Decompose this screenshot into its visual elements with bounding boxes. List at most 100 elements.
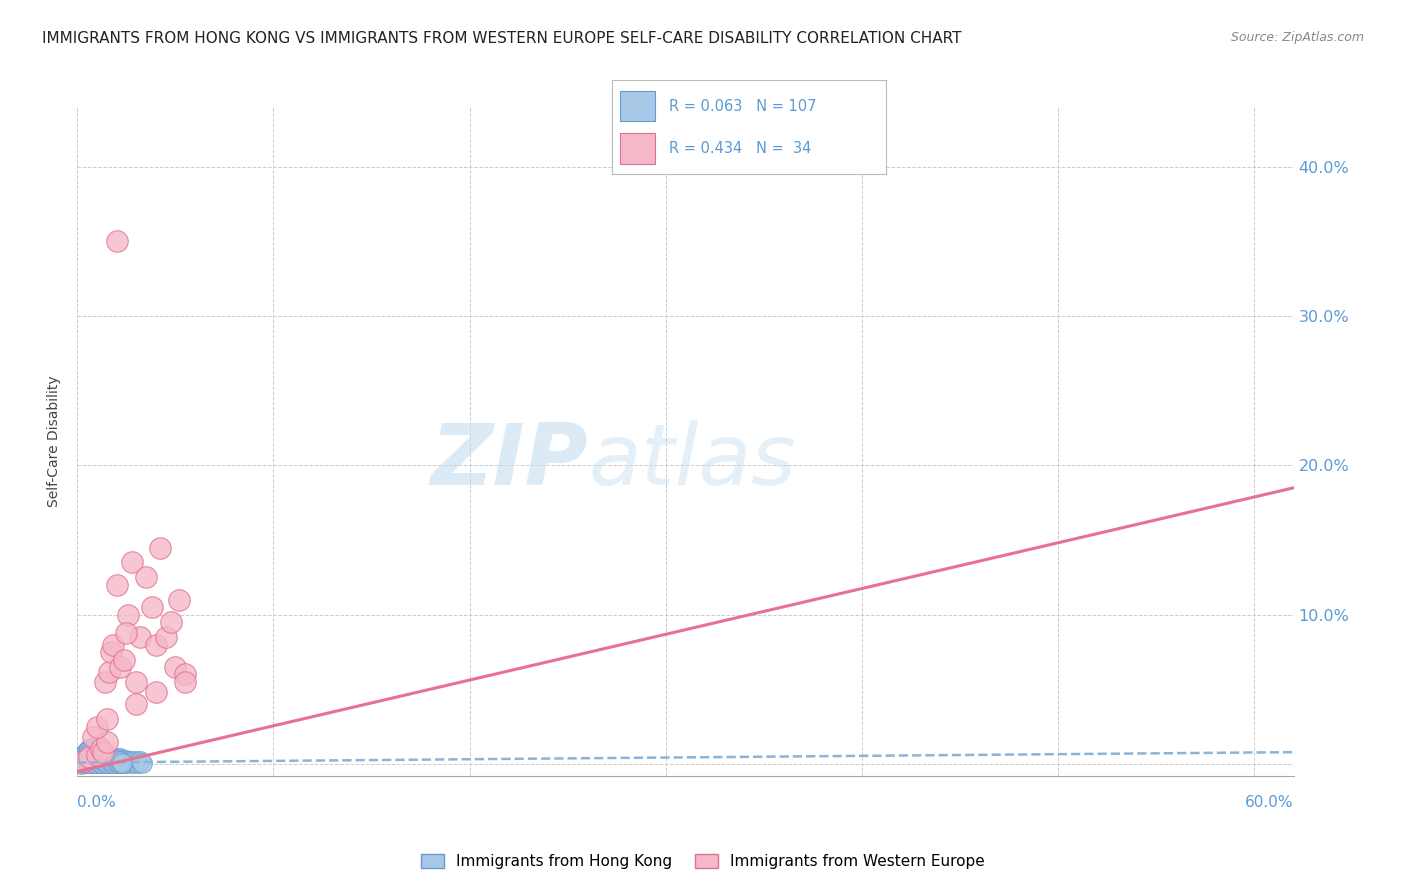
Point xyxy=(96,749,118,764)
Point xyxy=(169,592,191,607)
Point xyxy=(129,630,152,644)
Point xyxy=(77,751,100,765)
Point xyxy=(94,748,117,763)
Point xyxy=(115,753,138,767)
Text: R = 0.434   N =  34: R = 0.434 N = 34 xyxy=(669,141,811,156)
Point xyxy=(84,756,107,770)
Point xyxy=(75,753,97,767)
Point xyxy=(122,756,145,770)
Point xyxy=(80,756,103,770)
Point xyxy=(94,751,117,765)
Point xyxy=(105,235,128,249)
Bar xyxy=(620,133,655,163)
Point xyxy=(90,748,112,763)
Point xyxy=(70,757,93,772)
Point xyxy=(70,749,93,764)
Point xyxy=(160,615,183,630)
Text: 60.0%: 60.0% xyxy=(1246,796,1294,810)
Point xyxy=(91,749,114,764)
Text: 0.0%: 0.0% xyxy=(77,796,117,810)
Point xyxy=(76,753,98,767)
Point xyxy=(91,754,114,768)
Point xyxy=(90,745,112,759)
Point xyxy=(101,756,124,770)
Point xyxy=(127,756,149,770)
Point xyxy=(80,744,103,758)
Point xyxy=(131,756,153,770)
Point xyxy=(94,753,117,767)
Point xyxy=(77,756,100,770)
Point xyxy=(76,747,98,761)
Point xyxy=(121,754,143,768)
Text: R = 0.063   N = 107: R = 0.063 N = 107 xyxy=(669,98,817,113)
Point xyxy=(76,749,98,764)
Point xyxy=(84,753,107,767)
Point xyxy=(96,753,118,767)
Point xyxy=(87,749,110,764)
Point xyxy=(72,756,94,770)
Point xyxy=(91,756,114,770)
Point xyxy=(86,748,108,763)
Point xyxy=(77,754,100,768)
Point xyxy=(86,748,108,763)
Text: IMMIGRANTS FROM HONG KONG VS IMMIGRANTS FROM WESTERN EUROPE SELF-CARE DISABILITY: IMMIGRANTS FROM HONG KONG VS IMMIGRANTS … xyxy=(42,31,962,46)
Point xyxy=(141,600,163,615)
Point xyxy=(80,740,103,755)
Point xyxy=(82,748,104,763)
Point xyxy=(70,753,93,767)
Point xyxy=(97,754,120,768)
Point xyxy=(94,754,117,768)
Point xyxy=(75,749,97,764)
Point xyxy=(80,749,103,764)
Point xyxy=(80,747,103,761)
Point xyxy=(76,756,98,770)
Point xyxy=(82,754,104,768)
Point xyxy=(110,751,132,765)
Point xyxy=(117,607,139,622)
Point xyxy=(107,756,129,770)
Point xyxy=(125,698,148,712)
Point xyxy=(87,747,110,761)
Point xyxy=(100,756,122,770)
Point xyxy=(107,753,129,767)
Point xyxy=(91,753,114,767)
Point xyxy=(82,730,104,744)
Y-axis label: Self-Care Disability: Self-Care Disability xyxy=(48,376,62,508)
Point xyxy=(72,754,94,768)
Point xyxy=(77,749,100,764)
Point xyxy=(112,652,135,666)
Text: ZIP: ZIP xyxy=(430,420,588,503)
Text: atlas: atlas xyxy=(588,420,796,503)
Point xyxy=(111,756,134,770)
Point xyxy=(75,754,97,768)
Point xyxy=(100,645,122,659)
Point xyxy=(82,742,104,756)
Point xyxy=(96,756,118,770)
Point xyxy=(97,754,120,768)
Point xyxy=(84,749,107,764)
Point xyxy=(115,625,138,640)
Point xyxy=(165,660,187,674)
Point xyxy=(76,753,98,767)
Point xyxy=(87,753,110,767)
Point xyxy=(90,756,112,770)
Point xyxy=(97,665,120,679)
Point xyxy=(67,754,90,768)
Point xyxy=(149,541,172,555)
Point xyxy=(84,744,107,758)
Point xyxy=(86,720,108,734)
Point xyxy=(125,675,148,690)
Point xyxy=(100,753,122,767)
Point xyxy=(105,754,128,768)
Point xyxy=(72,754,94,768)
Bar xyxy=(620,91,655,121)
Point xyxy=(75,747,97,761)
Point xyxy=(77,756,100,770)
Point xyxy=(125,754,148,768)
Point xyxy=(96,756,118,770)
Point xyxy=(77,742,100,756)
Legend: Immigrants from Hong Kong, Immigrants from Western Europe: Immigrants from Hong Kong, Immigrants fr… xyxy=(415,848,991,875)
Point xyxy=(174,667,197,681)
Point xyxy=(145,685,167,699)
Point xyxy=(155,630,177,644)
